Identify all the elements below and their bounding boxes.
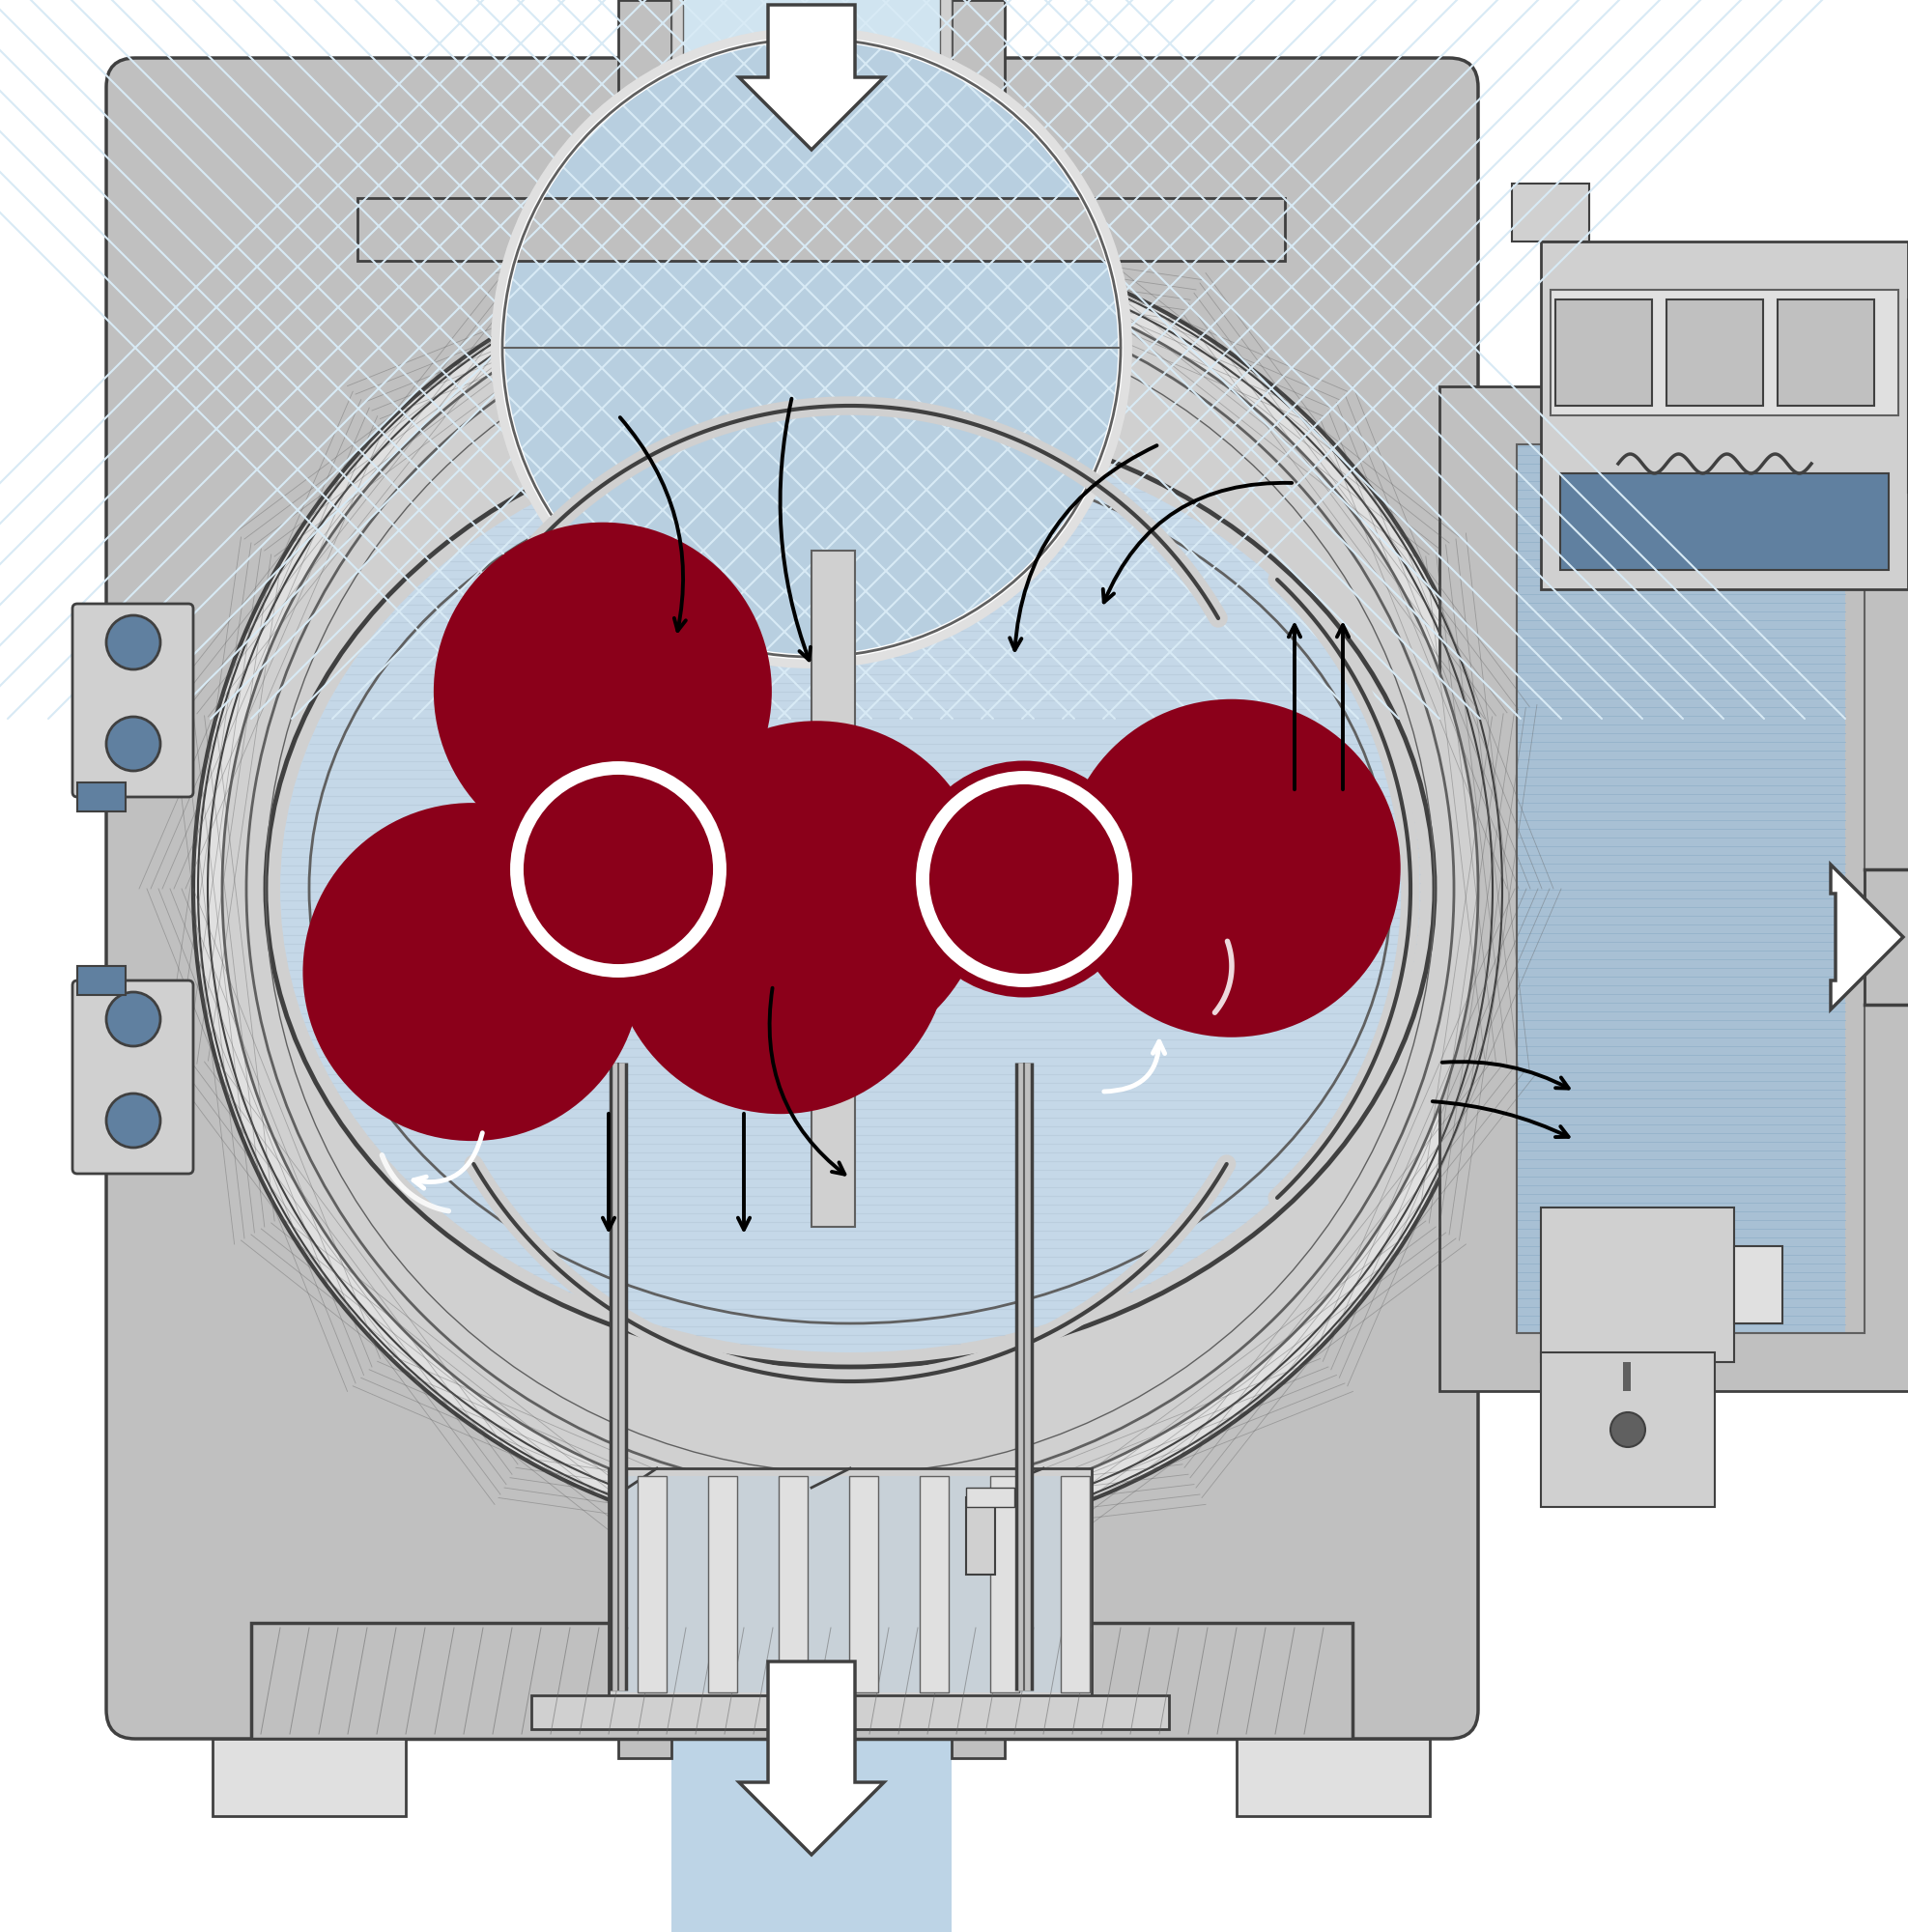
FancyBboxPatch shape: [212, 1739, 406, 1816]
FancyBboxPatch shape: [1734, 1246, 1782, 1323]
Circle shape: [513, 765, 723, 974]
FancyBboxPatch shape: [73, 603, 193, 796]
Circle shape: [548, 798, 689, 941]
Circle shape: [107, 614, 160, 670]
Circle shape: [1063, 699, 1400, 1037]
Circle shape: [920, 775, 1130, 983]
Circle shape: [906, 761, 1143, 997]
Circle shape: [107, 993, 160, 1047]
FancyBboxPatch shape: [952, 1488, 1006, 1758]
FancyBboxPatch shape: [1061, 1476, 1089, 1692]
FancyBboxPatch shape: [1439, 386, 1908, 1391]
FancyBboxPatch shape: [941, 0, 952, 222]
Circle shape: [303, 804, 641, 1142]
FancyBboxPatch shape: [965, 1497, 996, 1575]
FancyBboxPatch shape: [357, 199, 1284, 261]
FancyBboxPatch shape: [672, 0, 683, 222]
FancyBboxPatch shape: [849, 1476, 878, 1692]
Circle shape: [433, 522, 771, 860]
FancyBboxPatch shape: [672, 0, 952, 222]
FancyBboxPatch shape: [1236, 1739, 1429, 1816]
FancyBboxPatch shape: [618, 1488, 672, 1758]
FancyBboxPatch shape: [637, 1476, 666, 1692]
Circle shape: [1610, 1412, 1645, 1447]
Circle shape: [107, 1094, 160, 1148]
FancyBboxPatch shape: [1542, 1208, 1734, 1362]
FancyBboxPatch shape: [618, 0, 672, 270]
FancyBboxPatch shape: [990, 1476, 1019, 1692]
FancyBboxPatch shape: [252, 1623, 1353, 1739]
FancyBboxPatch shape: [1542, 242, 1908, 589]
FancyBboxPatch shape: [1561, 473, 1889, 570]
FancyBboxPatch shape: [952, 0, 1006, 270]
FancyBboxPatch shape: [1864, 869, 1908, 1005]
FancyBboxPatch shape: [618, 1476, 1082, 1692]
FancyBboxPatch shape: [1511, 184, 1589, 242]
Circle shape: [611, 777, 950, 1115]
FancyBboxPatch shape: [1542, 1352, 1715, 1507]
FancyBboxPatch shape: [1551, 290, 1898, 415]
FancyBboxPatch shape: [920, 1476, 948, 1692]
Circle shape: [107, 717, 160, 771]
Circle shape: [502, 39, 1120, 657]
Circle shape: [221, 261, 1479, 1517]
Circle shape: [492, 742, 746, 997]
FancyBboxPatch shape: [1666, 299, 1763, 406]
Ellipse shape: [280, 425, 1420, 1352]
FancyArrow shape: [1830, 866, 1902, 1009]
FancyArrow shape: [738, 1662, 883, 1855]
FancyBboxPatch shape: [1864, 877, 1908, 997]
FancyBboxPatch shape: [778, 1476, 807, 1692]
FancyBboxPatch shape: [609, 1468, 1091, 1700]
FancyBboxPatch shape: [1555, 299, 1652, 406]
FancyBboxPatch shape: [965, 1488, 1015, 1507]
Circle shape: [647, 721, 986, 1059]
Circle shape: [952, 808, 1095, 951]
FancyBboxPatch shape: [811, 551, 855, 1227]
Circle shape: [193, 232, 1507, 1546]
FancyBboxPatch shape: [672, 1488, 952, 1932]
FancyBboxPatch shape: [530, 1696, 1170, 1729]
FancyArrow shape: [738, 4, 883, 151]
FancyBboxPatch shape: [708, 1476, 736, 1692]
FancyBboxPatch shape: [1517, 444, 1845, 1333]
FancyBboxPatch shape: [78, 782, 126, 811]
FancyBboxPatch shape: [78, 966, 126, 995]
FancyBboxPatch shape: [107, 58, 1479, 1739]
FancyBboxPatch shape: [1778, 299, 1874, 406]
FancyBboxPatch shape: [1624, 1362, 1631, 1391]
FancyBboxPatch shape: [73, 981, 193, 1173]
